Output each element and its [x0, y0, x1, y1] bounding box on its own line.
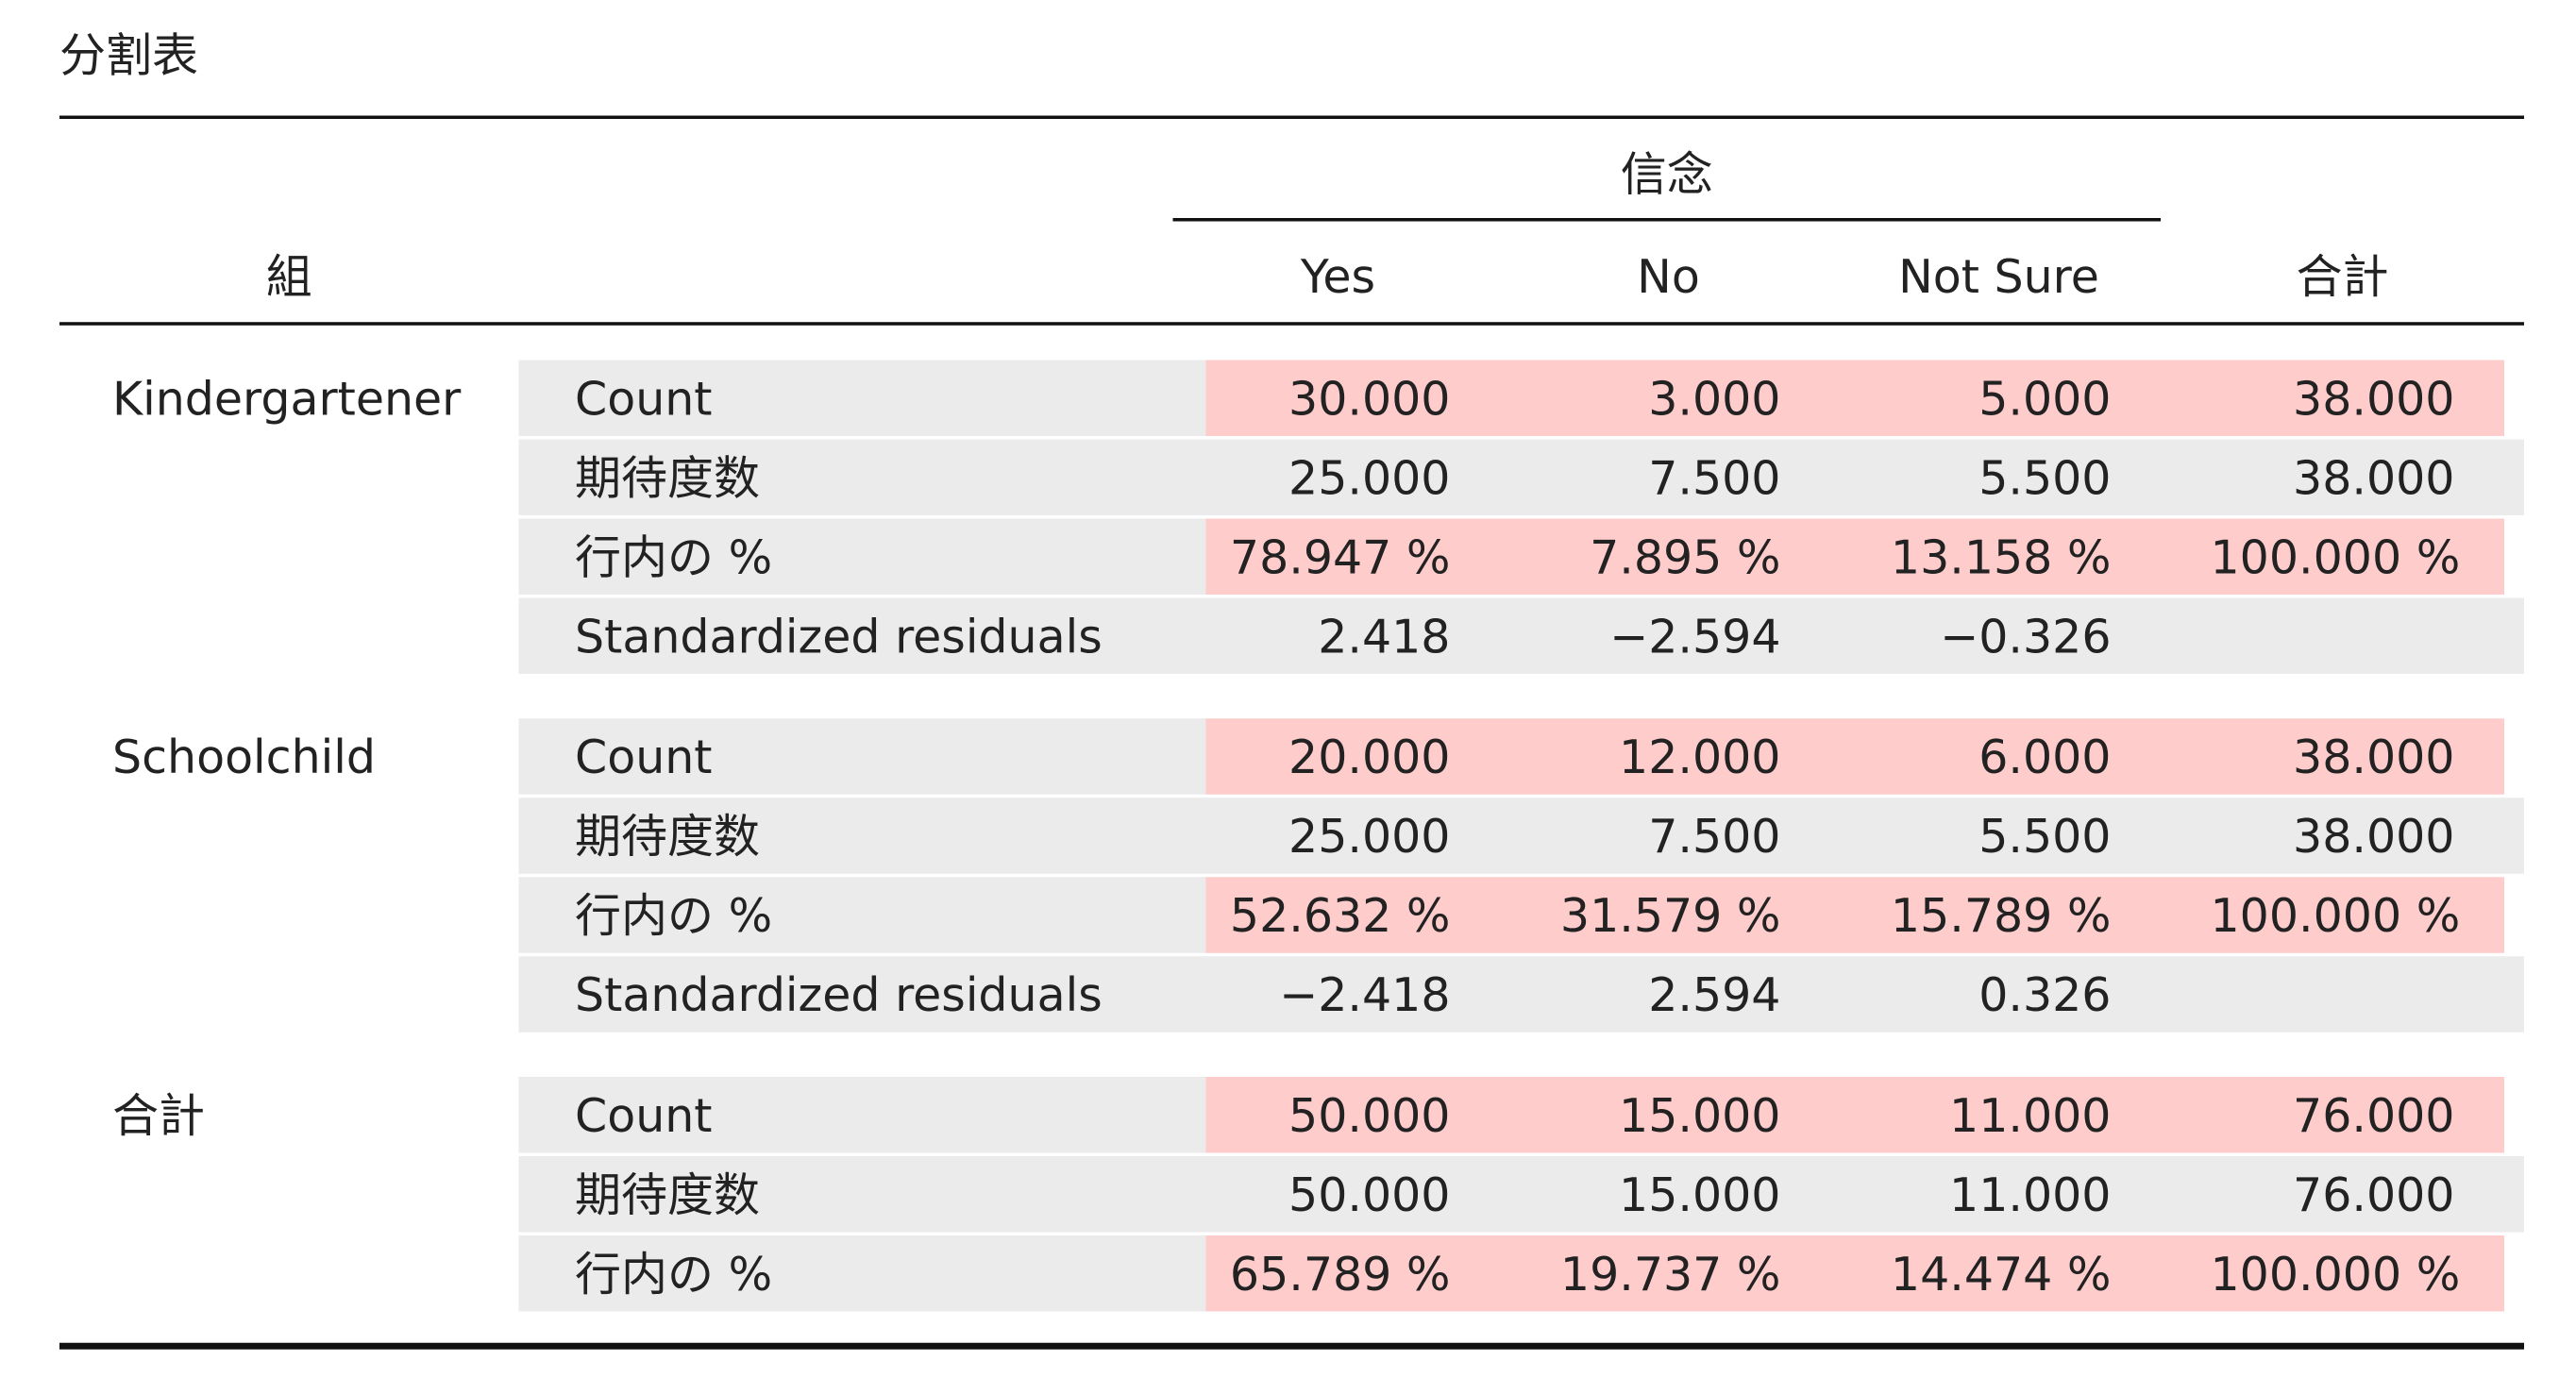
row-highlight-band — [1205, 360, 2504, 436]
table-cell: 7.500 — [1648, 809, 1781, 865]
table-cell: 19.737 % — [1559, 1247, 1781, 1302]
table-cell: 5.000 — [1978, 371, 2112, 427]
table-cell: 15.789 % — [1890, 888, 2112, 944]
row-label: 期待度数 — [575, 450, 761, 506]
row-label: 期待度数 — [575, 1167, 761, 1222]
column-header-not-sure: Not Sure — [1898, 249, 2099, 304]
group-label: 合計 — [112, 1088, 206, 1143]
row-highlight-band — [1205, 1077, 2504, 1153]
top-rule — [59, 115, 2524, 119]
table-cell: 78.947 % — [1229, 529, 1451, 585]
table-cell: 7.500 — [1648, 450, 1781, 506]
table-cell: 2.418 — [1318, 609, 1451, 664]
row-label: 期待度数 — [575, 809, 761, 865]
table-cell: −0.326 — [1940, 609, 2112, 664]
row-stripe-band — [518, 956, 2524, 1033]
table-cell: 76.000 — [2293, 1167, 2455, 1222]
table-cell: 5.500 — [1978, 450, 2112, 506]
table-cell: 15.000 — [1619, 1088, 1781, 1143]
row-label-band — [518, 1077, 1206, 1153]
table-cell: 65.789 % — [1229, 1247, 1451, 1302]
row-stripe-band — [518, 1156, 2524, 1233]
row-highlight-band — [1205, 1235, 2504, 1312]
table-cell: 0.326 — [1978, 967, 2112, 1023]
table-cell: −2.418 — [1279, 967, 1451, 1023]
group-column-header: 組 — [265, 249, 312, 304]
table-cell: 5.500 — [1978, 809, 2112, 865]
row-label-band — [518, 877, 1206, 953]
table-cell: 20.000 — [1288, 730, 1451, 785]
row-label: 行内の % — [575, 888, 773, 944]
column-header-total: 合計 — [2296, 249, 2389, 304]
table-cell: −2.594 — [1609, 609, 1781, 664]
table-cell: 38.000 — [2293, 450, 2455, 506]
table-cell: 30.000 — [1288, 371, 1451, 427]
row-label: 行内の % — [575, 529, 773, 585]
header-rule — [59, 322, 2524, 326]
table-cell: 11.000 — [1949, 1167, 2112, 1222]
table-cell: 100.000 % — [2210, 888, 2461, 944]
row-label: Count — [575, 730, 713, 785]
table-cell: 100.000 % — [2210, 1247, 2461, 1302]
table-cell: 14.474 % — [1890, 1247, 2112, 1302]
table-cell: 11.000 — [1949, 1088, 2112, 1143]
bottom-rule — [59, 1342, 2524, 1350]
row-label: Count — [575, 1088, 713, 1143]
row-highlight-band — [1205, 518, 2504, 595]
table-cell: 38.000 — [2293, 809, 2455, 865]
table-cell: 76.000 — [2293, 1088, 2455, 1143]
row-stripe-band — [518, 439, 2524, 515]
spanner-rule — [1172, 218, 2161, 222]
group-label: Kindergartener — [112, 371, 462, 427]
row-label: Standardized residuals — [575, 609, 1103, 664]
row-highlight-band — [1205, 718, 2504, 795]
column-header-no: No — [1637, 249, 1700, 304]
row-label-band — [518, 1235, 1206, 1312]
table-cell: 52.632 % — [1229, 888, 1451, 944]
row-label: Standardized residuals — [575, 967, 1103, 1023]
table-cell: 38.000 — [2293, 730, 2455, 785]
row-highlight-band — [1205, 877, 2504, 953]
row-label: Count — [575, 371, 713, 427]
table-title: 分割表 — [59, 27, 199, 83]
row-stripe-band — [518, 798, 2524, 874]
table-cell: 100.000 % — [2210, 529, 2461, 585]
row-stripe-band — [518, 597, 2524, 674]
table-cell: 6.000 — [1978, 730, 2112, 785]
row-label-band — [518, 718, 1206, 795]
table-cell: 50.000 — [1288, 1167, 1451, 1222]
column-header-yes: Yes — [1300, 249, 1376, 304]
row-label-band — [518, 360, 1206, 436]
table-cell: 2.594 — [1648, 967, 1781, 1023]
row-label: 行内の % — [575, 1247, 773, 1302]
spanner-header: 信念 — [1620, 146, 1713, 202]
table-cell: 25.000 — [1288, 450, 1451, 506]
row-label-band — [518, 518, 1206, 595]
table-cell: 12.000 — [1619, 730, 1781, 785]
table-cell: 13.158 % — [1890, 529, 2112, 585]
table-cell: 15.000 — [1619, 1167, 1781, 1222]
table-cell: 25.000 — [1288, 809, 1451, 865]
table-cell: 7.895 % — [1590, 529, 1781, 585]
table-cell: 38.000 — [2293, 371, 2455, 427]
table-cell: 31.579 % — [1559, 888, 1781, 944]
table-cell: 3.000 — [1648, 371, 1781, 427]
group-label: Schoolchild — [112, 730, 377, 785]
table-cell: 50.000 — [1288, 1088, 1451, 1143]
